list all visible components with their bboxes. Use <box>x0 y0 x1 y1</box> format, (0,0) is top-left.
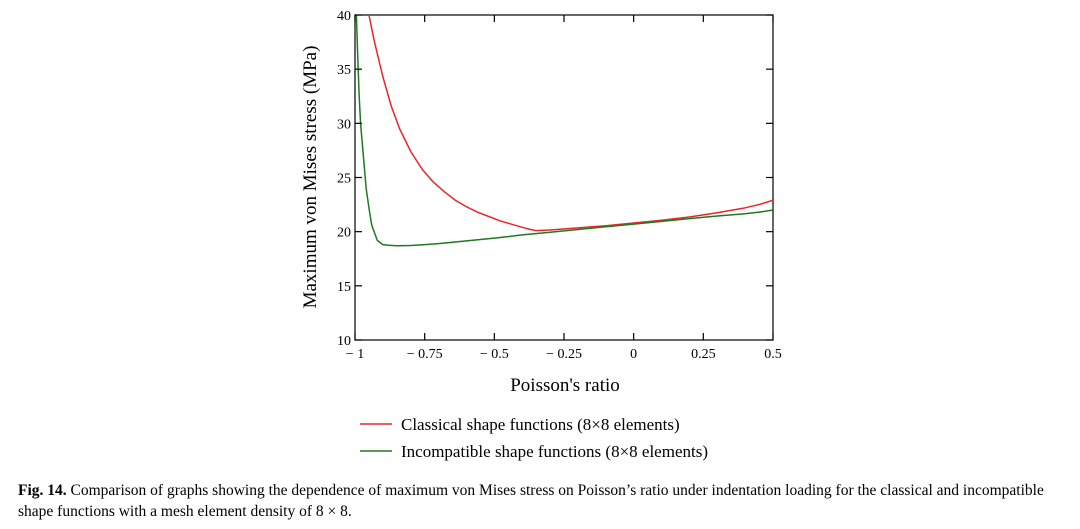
y-tick-label: 30 <box>337 117 351 132</box>
y-tick-label: 10 <box>337 334 351 349</box>
axes <box>354 14 774 341</box>
figure-caption: Fig. 14. Comparison of graphs showing th… <box>18 480 1068 522</box>
x-tick-label: 0.25 <box>691 347 716 362</box>
x-tick-label: 0 <box>630 347 637 362</box>
plot-frame <box>354 14 774 341</box>
y-tick-label: 35 <box>337 63 351 78</box>
legend-label-incompatible: Incompatible shape functions (8×8 elemen… <box>401 442 708 461</box>
series-line-incompatible <box>355 15 773 247</box>
legend-label-classical: Classical shape functions (8×8 elements) <box>401 415 680 434</box>
y-axis-title: Maximum von Mises stress (MPa) <box>300 46 321 309</box>
x-axis-title: Poisson's ratio <box>510 375 620 396</box>
y-tick-label: 20 <box>337 226 351 241</box>
y-tick-label: 40 <box>337 9 351 24</box>
x-tick-label: 0.5 <box>764 347 782 362</box>
line-chart: − 1 − 0.75 − 0.5 − 0.25 0 0.25 0.5 10 15 20 25 30 35… <box>300 9 782 461</box>
series-line-classical <box>368 15 773 232</box>
legend: Classical shape functions (8×8 elements)… <box>360 415 708 461</box>
x-tick-label: − 1 <box>346 347 364 362</box>
figure-label: Fig. 14. <box>18 482 67 499</box>
y-tick-label: 25 <box>337 172 351 187</box>
series-layer <box>355 15 773 247</box>
ticks: − 1 − 0.75 − 0.5 − 0.25 0 0.25 0.5 10 15 20 25 30 35… <box>337 9 782 362</box>
x-tick-label: − 0.25 <box>546 347 582 362</box>
x-tick-label: − 0.5 <box>480 347 509 362</box>
figure-caption-text: Comparison of graphs showing the depende… <box>18 482 1044 520</box>
x-tick-label: − 0.75 <box>407 347 443 362</box>
y-tick-label: 15 <box>337 280 351 295</box>
